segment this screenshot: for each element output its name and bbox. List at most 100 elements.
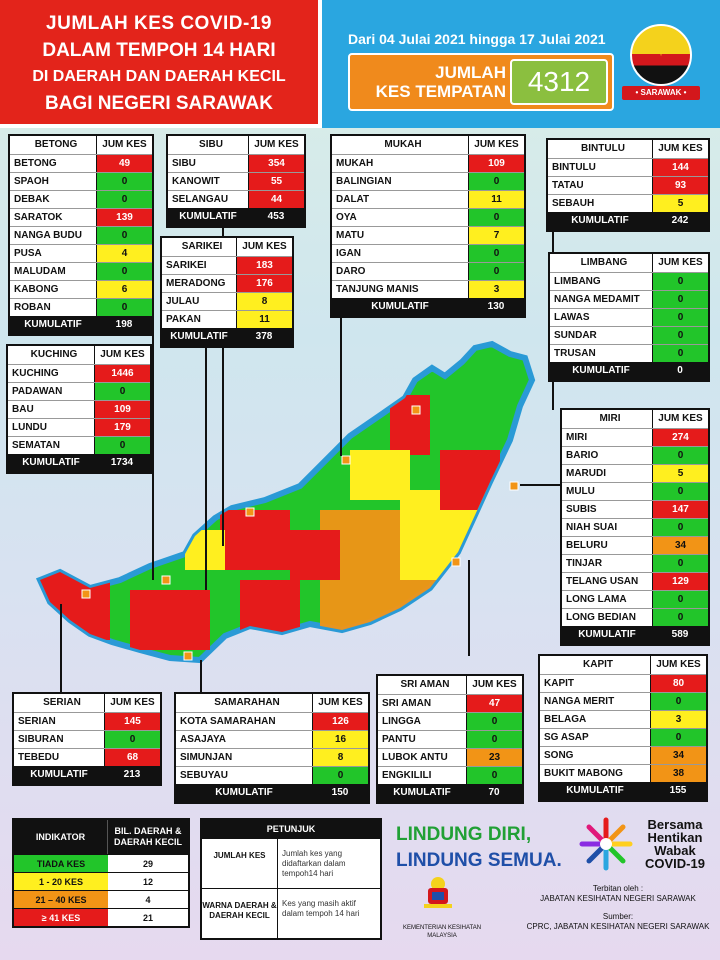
district-name: NIAH SUAI xyxy=(566,522,618,533)
column-header: JUM KES xyxy=(652,254,708,272)
table-row: SUBIS 147 xyxy=(562,500,708,518)
sumber-label: Sumber: xyxy=(602,912,634,921)
district-name: SONG xyxy=(544,750,574,761)
legend-col-count: BIL. DAERAH & DAERAH KECIL xyxy=(113,826,182,847)
case-count: 47 xyxy=(466,695,522,712)
case-count: 274 xyxy=(652,429,708,446)
marker-kuching xyxy=(81,589,91,599)
district-name: TEBEDU xyxy=(18,752,60,763)
table-footer: KUMULATIF 589 xyxy=(562,626,708,644)
table-row: SIBURAN 0 xyxy=(14,730,160,748)
leader-line xyxy=(520,484,560,486)
division-name: LIMBANG xyxy=(580,257,628,268)
case-count: 80 xyxy=(650,675,706,692)
table-row: BUKIT MABONG 38 xyxy=(540,764,706,782)
case-count: 4 xyxy=(96,245,152,262)
case-count: 0 xyxy=(652,327,708,344)
column-header: JUM KES xyxy=(312,694,368,712)
cumulative-value: 155 xyxy=(669,785,687,796)
division-name: MUKAH xyxy=(384,139,422,150)
case-count: 354 xyxy=(248,155,304,172)
region-samarahan xyxy=(130,590,210,650)
district-name: MULU xyxy=(566,486,595,497)
table-header: SERIAN JUM KES xyxy=(14,694,160,712)
petunjuk-row: WARNA DAERAH & DAERAH KECIL Kes yang mas… xyxy=(202,888,380,938)
district-name: DARO xyxy=(336,266,366,277)
case-count: 129 xyxy=(652,573,708,590)
table-row: SG ASAP 0 xyxy=(540,728,706,746)
cumulative-value: 589 xyxy=(671,629,689,640)
total-cases-value: 4312 xyxy=(510,59,608,105)
case-count: 8 xyxy=(312,749,368,766)
district-name: LINGGA xyxy=(382,716,421,727)
terbitan: Terbitan oleh : JABATAN KESIHATAN NEGERI… xyxy=(520,884,716,904)
case-count: 0 xyxy=(652,591,708,608)
table-row: SRI AMAN 47 xyxy=(378,694,522,712)
table-row: JULAU 8 xyxy=(162,292,292,310)
district-name: BINTULU xyxy=(552,162,596,173)
table-row: LUNDU 179 xyxy=(8,418,150,436)
table-footer: KUMULATIF 213 xyxy=(14,766,160,784)
marker-bintulu xyxy=(411,405,421,415)
column-header: JUM KES xyxy=(468,136,524,154)
table-footer: KUMULATIF 242 xyxy=(548,212,708,230)
table-kuching: KUCHING JUM KES KUCHING 1446 PADAWAN 0 BAU 109 L… xyxy=(6,344,152,474)
bersama-line: Bersama xyxy=(647,817,703,832)
table-row: SARIKEI 183 xyxy=(162,256,292,274)
total-cases-label: JUMLAH KES TEMPATAN xyxy=(356,63,506,101)
table-kapit: KAPIT JUM KES KAPIT 80 NANGA MERIT 0 BELAGA 3 SG… xyxy=(538,654,708,802)
cumulative-value: 130 xyxy=(487,301,505,312)
title-line-4: BAGI NEGERI SARAWAK xyxy=(44,93,274,114)
table-bintulu: BINTULU JUM KES BINTULU 144 TATAU 93 SEBAUH 5 KU… xyxy=(546,138,710,232)
region-sibu xyxy=(220,510,290,570)
cumulative-label: KUMULATIF xyxy=(572,365,630,376)
table-row: MERADONG 176 xyxy=(162,274,292,292)
table-header: MUKAH JUM KES xyxy=(332,136,524,154)
petunjuk-desc: Kes yang masih aktif dalam tempoh 14 har… xyxy=(282,899,360,918)
district-name: NANGA MERIT xyxy=(544,696,615,707)
cumulative-label: KUMULATIF xyxy=(578,629,636,640)
table-row: BETONG 49 xyxy=(10,154,152,172)
division-name: MIRI xyxy=(599,413,621,424)
district-name: TINJAR xyxy=(566,558,603,569)
table-row: MUKAH 109 xyxy=(332,154,524,172)
cumulative-value: 150 xyxy=(331,787,349,798)
legend-header: INDIKATOR BIL. DAERAH & DAERAH KECIL xyxy=(14,820,188,854)
region-bintulu xyxy=(390,395,430,455)
case-count: 11 xyxy=(236,311,292,328)
cumulative-label: KUMULATIF xyxy=(24,319,82,330)
case-count: 0 xyxy=(96,191,152,208)
legend-count: 12 xyxy=(108,873,188,890)
legend-indicator: 21 – 40 KES xyxy=(14,891,108,908)
table-row: SEBAUH 5 xyxy=(548,194,708,212)
case-count: 0 xyxy=(650,693,706,710)
table-row: SEMATAN 0 xyxy=(8,436,150,454)
division-name: BINTULU xyxy=(581,143,625,154)
total-label-line-2: KES TEMPATAN xyxy=(375,82,506,101)
sumber: Sumber: CPRC, JABATAN KESIHATAN NEGERI S… xyxy=(520,912,716,932)
table-row: ENGKILILI 0 xyxy=(378,766,522,784)
table-footer: KUMULATIF 378 xyxy=(162,328,292,346)
column-header: JUM KES xyxy=(652,410,708,428)
legend-count: 29 xyxy=(108,855,188,872)
cumulative-value: 242 xyxy=(671,215,689,226)
column-header: JUM KES xyxy=(94,346,150,364)
division-name: SERIAN xyxy=(43,697,81,708)
district-name: DEBAK xyxy=(14,194,50,205)
district-name: TATAU xyxy=(552,180,584,191)
table-samarahan: SAMARAHAN JUM KES KOTA SAMARAHAN 126 ASAJAYA… xyxy=(174,692,370,804)
indicator-legend: INDIKATOR BIL. DAERAH & DAERAH KECIL TIA… xyxy=(12,818,190,928)
leader-line xyxy=(152,140,154,580)
district-name: ASAJAYA xyxy=(180,734,226,745)
region-song xyxy=(290,530,340,580)
petunjuk-row: JUMLAH KES Jumlah kes yang didaftarkan d… xyxy=(202,838,380,888)
table-row: DALAT 11 xyxy=(332,190,524,208)
case-count: 8 xyxy=(236,293,292,310)
title-line-2: DALAM TEMPOH 14 HARI xyxy=(42,40,276,61)
case-count: 44 xyxy=(248,191,304,208)
petunjuk-box: PETUNJUK JUMLAH KES Jumlah kes yang dida… xyxy=(200,818,382,940)
marker-miri xyxy=(509,481,519,491)
district-name: BELAGA xyxy=(544,714,587,725)
leader-line xyxy=(205,344,207,590)
